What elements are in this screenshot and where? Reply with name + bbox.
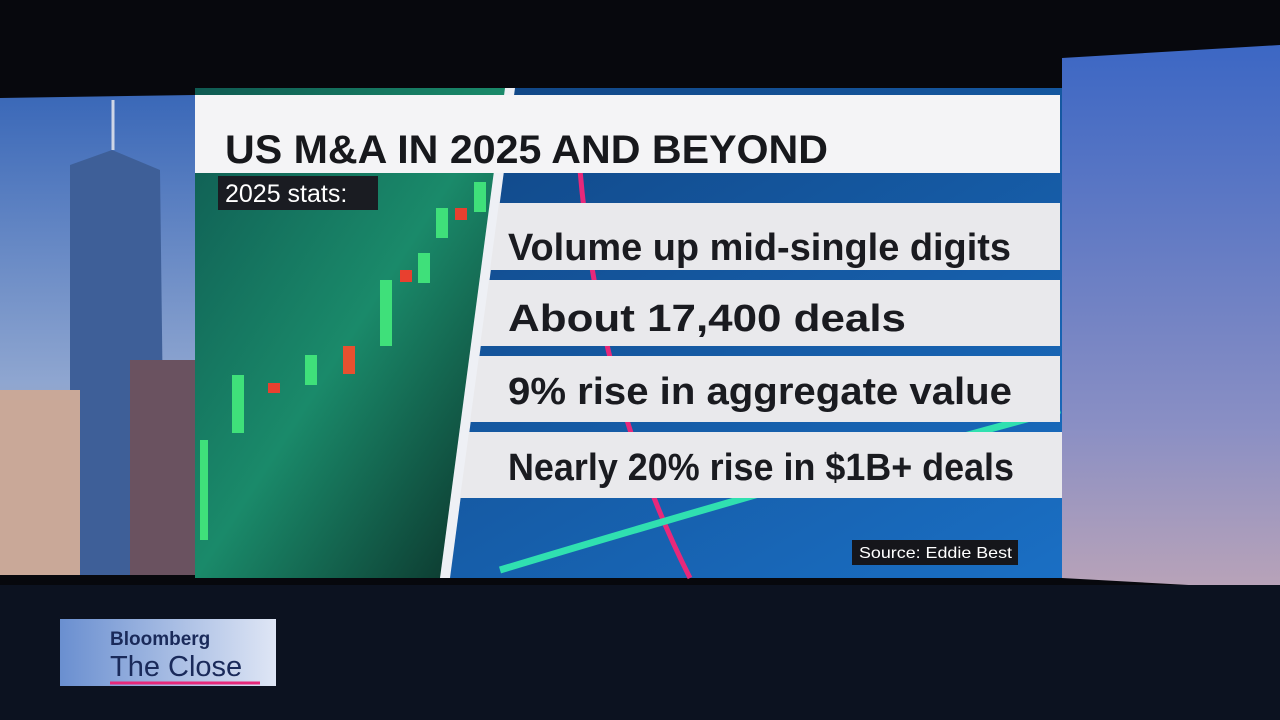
stat-bar [460, 432, 1062, 498]
building [0, 390, 80, 575]
candle [418, 253, 430, 283]
candle [343, 346, 355, 374]
candle [232, 375, 244, 433]
stat-text: 9% rise in aggregate value [508, 371, 1012, 413]
right-wall [1062, 45, 1280, 590]
candle [400, 270, 412, 282]
source: Source: Eddie Best [859, 545, 1013, 562]
candle [380, 280, 392, 346]
stat-text: Nearly 20% rise in $1B+ deals [508, 447, 1014, 489]
stat-text: About 17,400 deals [508, 298, 906, 340]
candle [455, 208, 467, 220]
subtitle: 2025 stats: [225, 180, 347, 208]
candle [268, 383, 280, 393]
logo-box [60, 619, 276, 686]
stat-bar [470, 356, 1060, 422]
chart-photo [195, 88, 510, 578]
candlesticks [200, 182, 486, 540]
logo-show: The Close [110, 651, 242, 683]
stat-bar [490, 203, 1060, 270]
stat-bar [480, 280, 1060, 346]
building [130, 360, 195, 575]
candle [436, 208, 448, 238]
candle [200, 440, 208, 540]
candle [305, 355, 317, 385]
title-bar [195, 95, 1060, 173]
candle [474, 182, 486, 212]
logo-brand: Bloomberg [110, 629, 210, 650]
source-box [852, 540, 1018, 565]
title: US M&A IN 2025 AND BEYOND [225, 128, 828, 172]
subtitle-box [218, 176, 378, 210]
stat-text: Volume up mid-single digits [508, 227, 1011, 269]
divider [440, 88, 515, 578]
